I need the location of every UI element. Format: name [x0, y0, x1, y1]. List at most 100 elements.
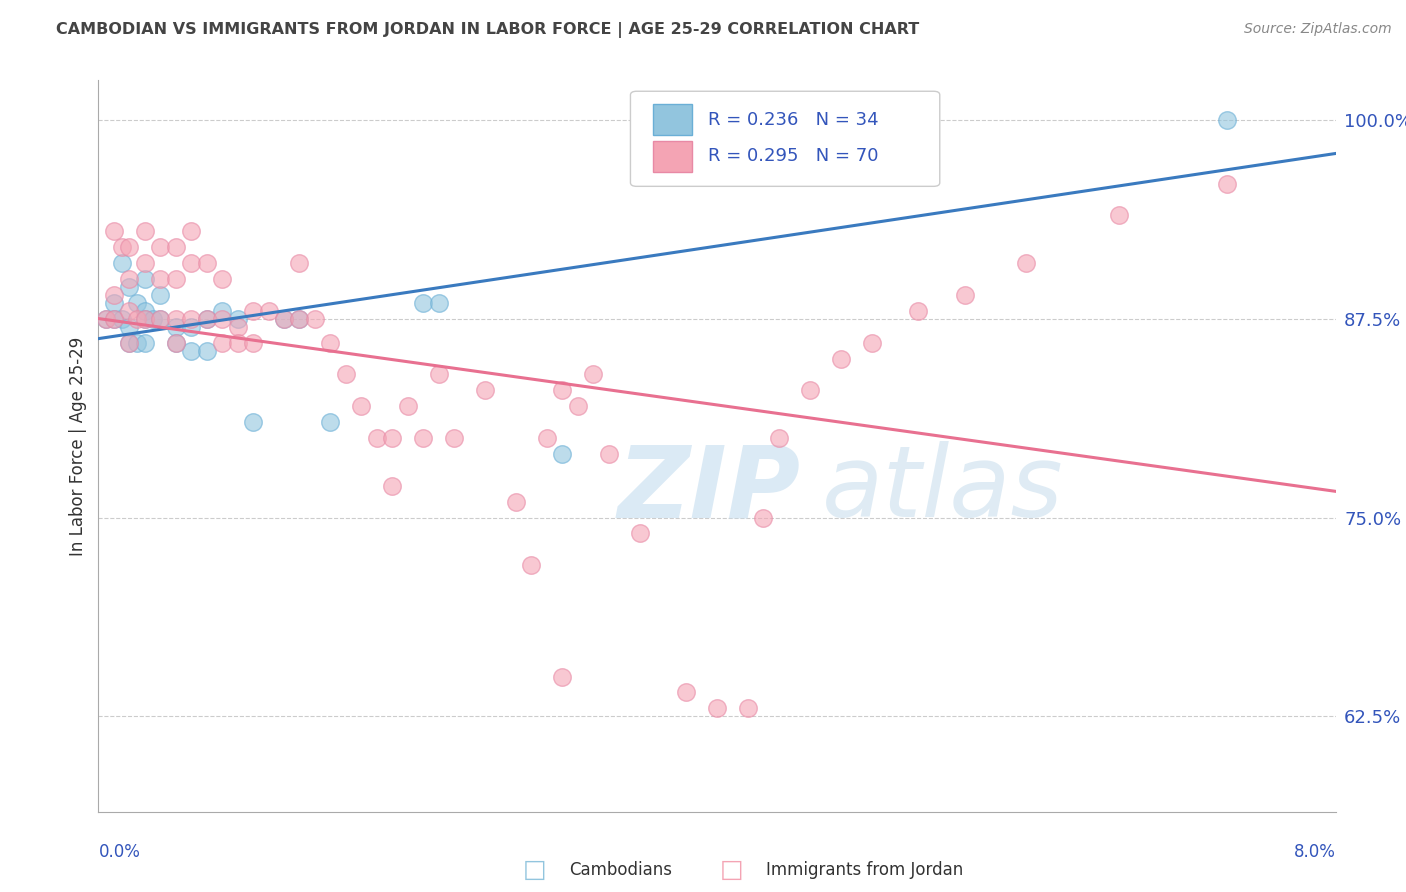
Point: [814, 113, 837, 128]
Point: [350, 399, 373, 413]
Point: [134, 256, 156, 270]
Y-axis label: In Labor Force | Age 25-29: In Labor Force | Age 25-29: [69, 336, 87, 556]
Text: Immigrants from Jordan: Immigrants from Jordan: [766, 861, 963, 879]
Point: [226, 311, 249, 326]
Point: [149, 272, 172, 286]
Point: [134, 224, 156, 238]
Point: [242, 335, 264, 350]
Text: Cambodians: Cambodians: [569, 861, 672, 879]
Point: [180, 224, 202, 238]
Point: [706, 701, 728, 715]
Point: [551, 447, 574, 461]
Point: [1108, 209, 1130, 223]
Point: [195, 256, 218, 270]
Point: [304, 311, 326, 326]
Point: [752, 510, 775, 524]
Point: [288, 311, 311, 326]
Point: [127, 296, 149, 310]
Point: [319, 415, 342, 429]
Point: [142, 311, 165, 326]
Point: [1015, 256, 1038, 270]
Point: [675, 685, 697, 699]
Point: [103, 288, 125, 302]
Text: 0.0%: 0.0%: [98, 843, 141, 861]
Point: [118, 303, 141, 318]
Point: [536, 431, 558, 445]
Point: [180, 319, 202, 334]
Point: [165, 319, 187, 334]
Text: 8.0%: 8.0%: [1294, 843, 1336, 861]
Point: [118, 240, 141, 254]
Point: [273, 311, 295, 326]
Text: CAMBODIAN VS IMMIGRANTS FROM JORDAN IN LABOR FORCE | AGE 25-29 CORRELATION CHART: CAMBODIAN VS IMMIGRANTS FROM JORDAN IN L…: [56, 22, 920, 38]
Point: [381, 431, 404, 445]
Point: [427, 296, 450, 310]
Point: [257, 303, 280, 318]
Point: [180, 311, 202, 326]
Point: [628, 526, 651, 541]
Point: [134, 311, 156, 326]
Point: [149, 311, 172, 326]
Point: [180, 343, 202, 358]
Point: [195, 311, 218, 326]
Point: [226, 335, 249, 350]
Point: [242, 303, 264, 318]
Point: [165, 335, 187, 350]
Point: [551, 669, 574, 683]
Point: [830, 351, 852, 366]
FancyBboxPatch shape: [652, 141, 692, 171]
Point: [582, 368, 605, 382]
Point: [319, 335, 342, 350]
Point: [149, 288, 172, 302]
Point: [412, 296, 434, 310]
Point: [427, 368, 450, 382]
Point: [474, 384, 496, 398]
Point: [737, 701, 759, 715]
Point: [165, 311, 187, 326]
Text: □: □: [720, 858, 742, 881]
Text: atlas: atlas: [823, 442, 1064, 539]
Point: [768, 431, 790, 445]
Point: [134, 272, 156, 286]
Point: [242, 415, 264, 429]
Point: [165, 272, 187, 286]
FancyBboxPatch shape: [652, 104, 692, 136]
Point: [335, 368, 357, 382]
Point: [96, 311, 118, 326]
Point: [111, 256, 134, 270]
Point: [953, 288, 976, 302]
Point: [273, 311, 295, 326]
Point: [598, 447, 620, 461]
Point: [520, 558, 543, 573]
Point: [443, 431, 465, 445]
Point: [396, 399, 419, 413]
Point: [111, 240, 134, 254]
Point: [211, 272, 233, 286]
Point: [134, 335, 156, 350]
Point: [103, 296, 125, 310]
Point: [567, 399, 589, 413]
Point: [366, 431, 388, 445]
Text: R = 0.295   N = 70: R = 0.295 N = 70: [709, 147, 879, 165]
Point: [226, 319, 249, 334]
Point: [381, 479, 404, 493]
Point: [103, 311, 125, 326]
Point: [799, 384, 821, 398]
Point: [103, 311, 125, 326]
Point: [118, 319, 141, 334]
Text: □: □: [523, 858, 546, 881]
Point: [149, 240, 172, 254]
Point: [134, 311, 156, 326]
Point: [118, 335, 141, 350]
Point: [127, 335, 149, 350]
Point: [1216, 177, 1239, 191]
Point: [860, 335, 883, 350]
Text: Source: ZipAtlas.com: Source: ZipAtlas.com: [1244, 22, 1392, 37]
Point: [195, 311, 218, 326]
Point: [134, 303, 156, 318]
Point: [1216, 113, 1239, 128]
Point: [551, 384, 574, 398]
Point: [165, 335, 187, 350]
Point: [165, 240, 187, 254]
Point: [211, 311, 233, 326]
